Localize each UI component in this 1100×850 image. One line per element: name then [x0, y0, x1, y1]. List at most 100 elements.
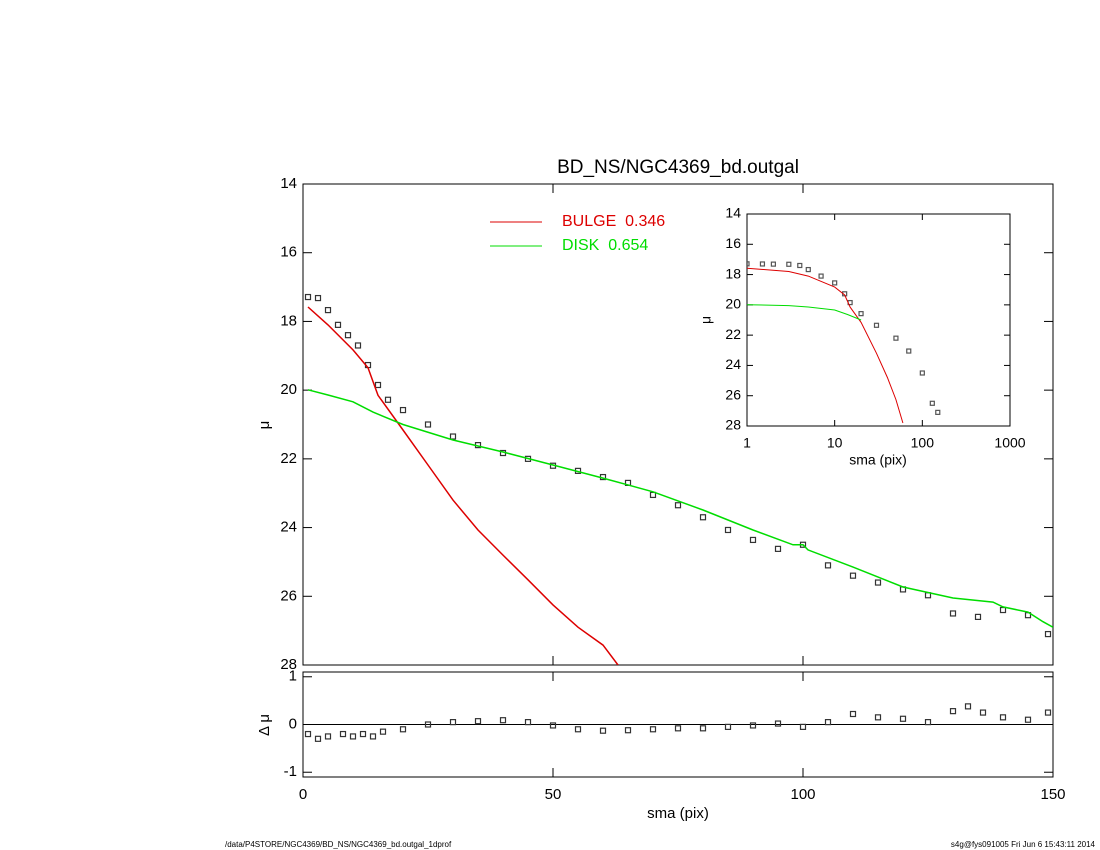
data-point [979, 709, 987, 716]
data-point [1044, 709, 1052, 716]
data-point [799, 723, 807, 730]
data-point [949, 610, 957, 617]
y-tick-label: 22 [280, 450, 297, 467]
data-point [624, 727, 632, 734]
y-tick-label: 1 [289, 668, 297, 685]
data-point [824, 562, 832, 569]
y-tick-label: 14 [280, 175, 297, 192]
data-point [899, 715, 907, 722]
data-point [314, 294, 322, 302]
footer-right: s4g@fys091005 Fri Jun 6 15:43:11 2014 [951, 840, 1096, 849]
data-point [699, 514, 707, 521]
data-point [747, 261, 750, 267]
data-point [524, 719, 532, 726]
data-point [893, 335, 899, 341]
data-point [974, 613, 982, 621]
legend-label: BULGE 0.346 [562, 213, 665, 230]
data-point [858, 311, 864, 317]
data-point [324, 306, 332, 314]
y-tick-label: 24 [725, 356, 741, 372]
data-point [304, 730, 312, 738]
data-point [369, 733, 377, 740]
data-point [304, 293, 312, 301]
data-point [906, 348, 912, 354]
x-tick-label: 150 [1040, 786, 1065, 803]
data-point [349, 733, 357, 740]
y-tick-label: 20 [280, 381, 297, 398]
y-tick-label: 22 [725, 326, 741, 342]
y-tick-label: 14 [725, 205, 741, 221]
data-point [849, 572, 857, 579]
data-point [324, 733, 332, 740]
data-point [724, 723, 732, 730]
x-tick-label: 1000 [994, 435, 1025, 451]
y-axis-label: μ [256, 421, 273, 430]
data-point [384, 396, 392, 403]
footer-left: /data/P4STORE/NGC4369/BD_NS/NGC4369_bd.o… [225, 840, 452, 849]
plot-area [747, 261, 941, 424]
y-tick-label: 20 [725, 296, 741, 312]
data-point [964, 703, 972, 710]
data-point [379, 728, 387, 735]
data-point [1024, 716, 1032, 723]
data-point [424, 421, 432, 428]
y-tick-label: 18 [280, 312, 297, 329]
y-tick-label: 24 [280, 519, 297, 536]
data-point [674, 502, 682, 509]
data-point [949, 708, 957, 715]
y-tick-label: 26 [725, 386, 741, 402]
data-point [499, 717, 507, 724]
data-point [749, 722, 757, 729]
data-point [339, 730, 347, 738]
data-point [774, 720, 782, 727]
data-point [824, 719, 832, 726]
data-point [674, 725, 682, 732]
data-point [474, 718, 482, 725]
data-point [399, 406, 407, 414]
y-tick-label: 28 [725, 417, 741, 433]
data-point [424, 721, 432, 728]
y-tick-label: 0 [289, 715, 297, 732]
y-tick-label: 16 [280, 244, 297, 261]
data-point [818, 273, 824, 279]
data-point [314, 735, 322, 742]
data-point [599, 727, 607, 734]
x-axis-label: sma (pix) [647, 805, 709, 822]
data-point [749, 536, 757, 544]
plot-frame [302, 183, 1054, 666]
y-axis-label: Δ μ [256, 714, 273, 736]
data-point [574, 726, 582, 733]
data-point [774, 545, 782, 552]
series-line [307, 389, 1053, 628]
x-tick-label: 0 [299, 786, 307, 803]
x-tick-label: 100 [790, 786, 815, 803]
data-point [999, 714, 1007, 721]
data-point [924, 719, 932, 726]
data-point [449, 433, 457, 440]
data-point [449, 719, 457, 726]
plot-area [304, 703, 1052, 742]
data-point [1044, 630, 1052, 638]
data-point [770, 261, 776, 267]
plot-area [304, 293, 1053, 665]
data-point [797, 262, 803, 269]
data-point [873, 322, 880, 328]
data-point [724, 526, 732, 534]
data-point [399, 726, 407, 733]
data-point [759, 261, 766, 267]
data-point [849, 710, 857, 718]
series-line [747, 267, 904, 424]
y-tick-label: 26 [280, 587, 297, 604]
data-point [929, 400, 935, 406]
y-tick-label: 18 [725, 265, 741, 281]
data-point [874, 579, 882, 586]
y-axis-label: μ [698, 316, 714, 324]
data-point [649, 726, 657, 733]
series-line [747, 304, 862, 321]
x-tick-label: 10 [827, 435, 843, 451]
y-tick-label: 28 [280, 656, 297, 673]
x-tick-label: 100 [911, 435, 935, 451]
data-point [354, 342, 362, 349]
chart-title: BD_NS/NGC4369_bd.outgal [557, 157, 799, 178]
